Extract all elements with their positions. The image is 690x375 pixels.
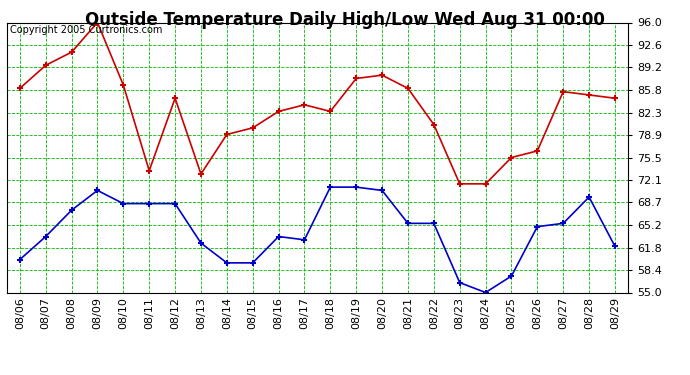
Text: Outside Temperature Daily High/Low Wed Aug 31 00:00: Outside Temperature Daily High/Low Wed A… bbox=[85, 11, 605, 29]
Text: Copyright 2005 Curtronics.com: Copyright 2005 Curtronics.com bbox=[10, 25, 162, 35]
